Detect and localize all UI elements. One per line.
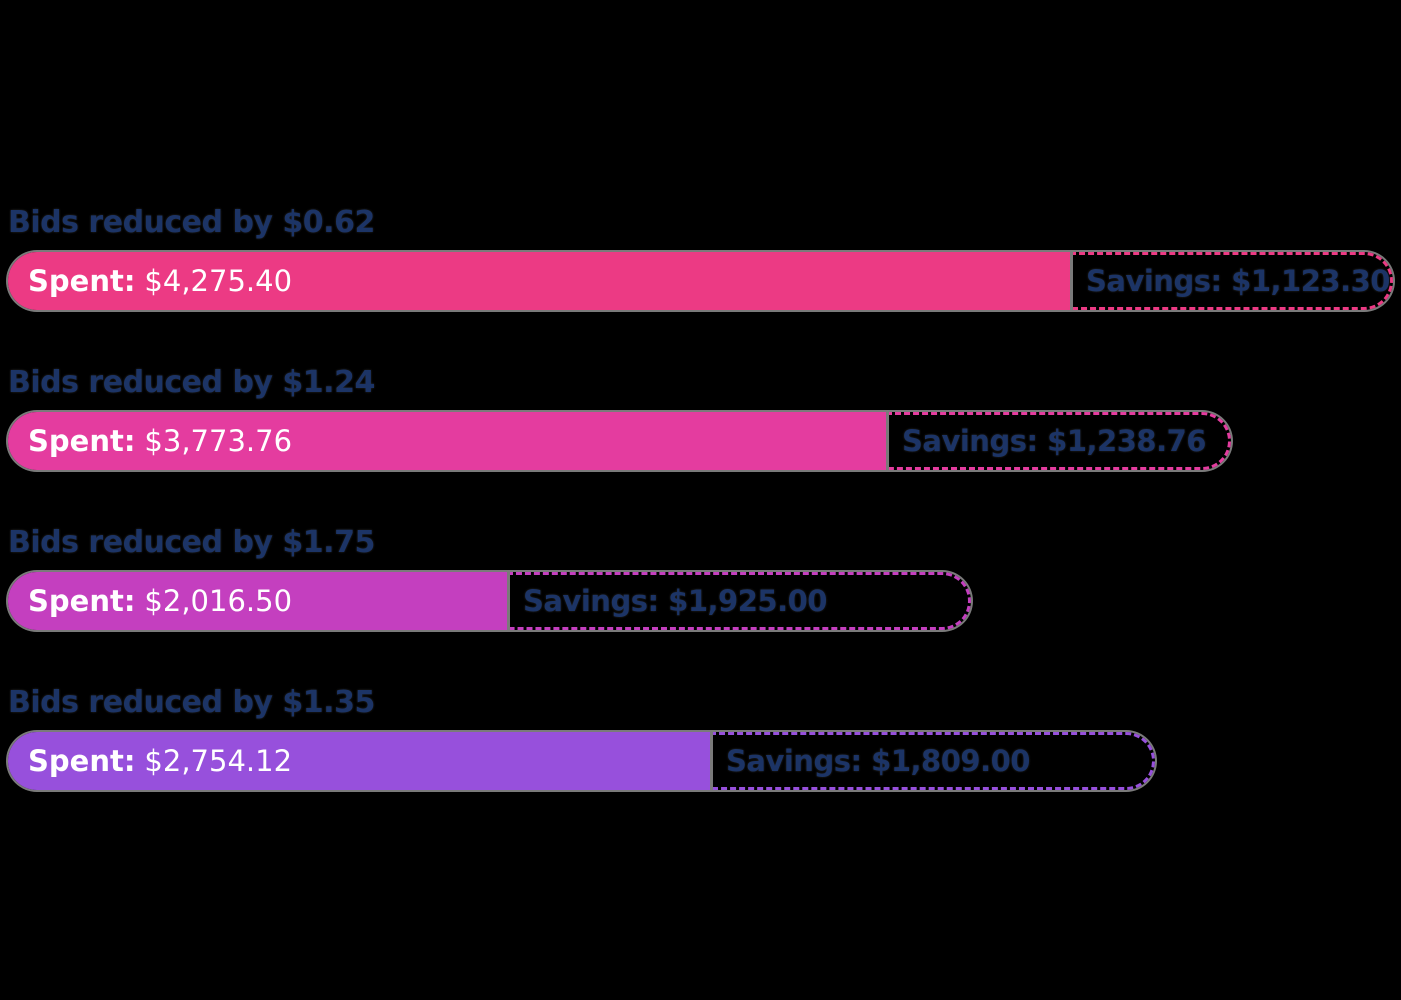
spent-value: $4,275.40 <box>144 264 293 298</box>
savings-label: Savings: $1,809.00 <box>726 744 1030 778</box>
bid-reduction-label: Bids reduced by $1.75 <box>8 525 375 560</box>
segment-divider <box>507 572 510 630</box>
spent-key: Spent: <box>28 424 136 458</box>
spent-key: Spent: <box>28 744 136 778</box>
segment-divider <box>1070 252 1073 310</box>
spent-value: $3,773.76 <box>144 424 293 458</box>
savings-label: Savings: $1,123.30 <box>1086 264 1390 298</box>
spent-segment: Spent: $2,016.50 <box>8 572 507 630</box>
bid-reduction-label: Bids reduced by $0.62 <box>8 205 375 240</box>
bar-track: Savings: $1,809.00 Spent: $2,754.12 <box>8 732 1155 790</box>
bar-track: Savings: $1,925.00 Spent: $2,016.50 <box>8 572 971 630</box>
segment-divider <box>710 732 713 790</box>
bar-track: Savings: $1,123.30 Spent: $4,275.40 <box>8 252 1393 310</box>
savings-label: Savings: $1,925.00 <box>523 584 827 618</box>
bar-track: Savings: $1,238.76 Spent: $3,773.76 <box>8 412 1231 470</box>
savings-segment: Savings: $1,809.00 <box>710 732 1155 790</box>
bid-reduction-label: Bids reduced by $1.35 <box>8 685 375 720</box>
spent-key: Spent: <box>28 584 136 618</box>
savings-label: Savings: $1,238.76 <box>902 424 1206 458</box>
segment-divider <box>886 412 889 470</box>
spent-segment: Spent: $3,773.76 <box>8 412 886 470</box>
savings-segment: Savings: $1,238.76 <box>886 412 1231 470</box>
bid-reduction-label: Bids reduced by $1.24 <box>8 365 375 400</box>
savings-segment: Savings: $1,123.30 <box>1070 252 1393 310</box>
spent-segment: Spent: $4,275.40 <box>8 252 1070 310</box>
savings-segment: Savings: $1,925.00 <box>507 572 971 630</box>
spent-value: $2,754.12 <box>144 744 293 778</box>
spent-key: Spent: <box>28 264 136 298</box>
spent-segment: Spent: $2,754.12 <box>8 732 710 790</box>
spent-value: $2,016.50 <box>144 584 293 618</box>
